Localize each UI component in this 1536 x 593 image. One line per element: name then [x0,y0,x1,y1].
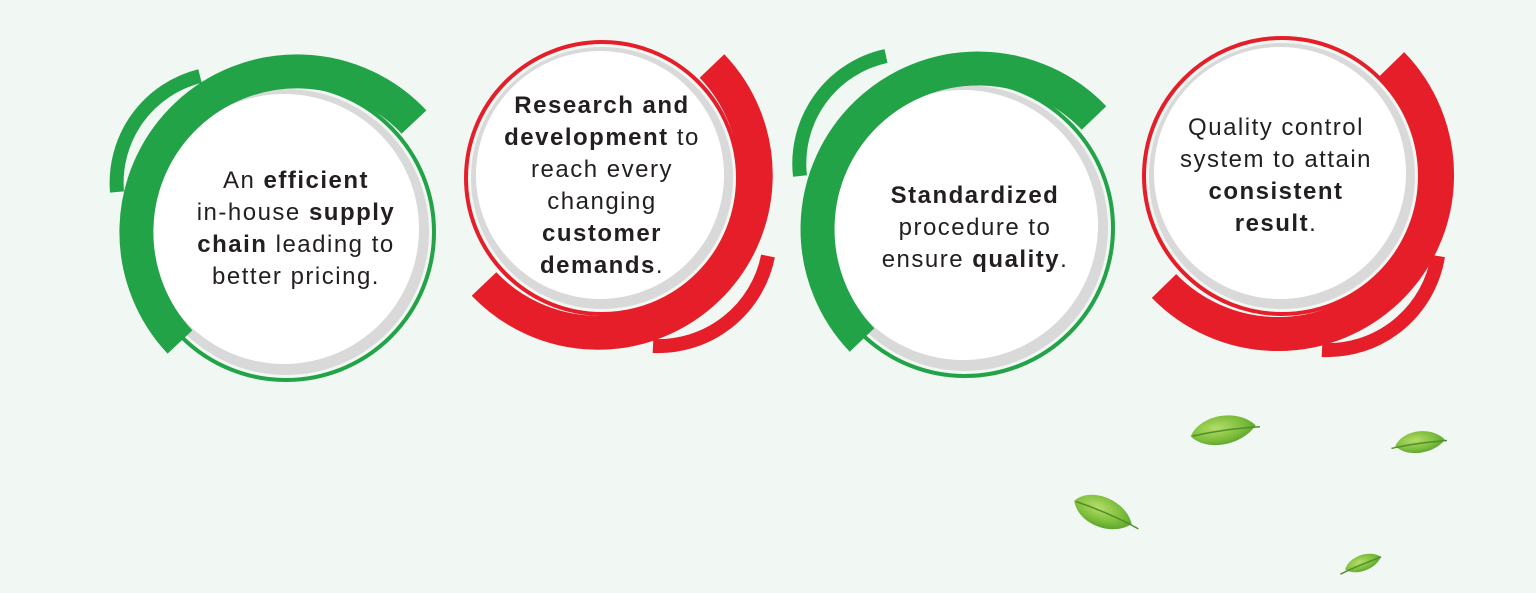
text-span: ensure [881,246,973,273]
text-span: . [1309,210,1318,237]
feature-text-4: Quality control system to attain consist… [1160,112,1392,240]
bold-text-span: chain [197,231,268,258]
leaf-icon [1190,415,1260,446]
bold-text-span: consistent [1208,178,1344,205]
bold-text-span: demands [539,252,656,279]
leaf-icon [1074,494,1139,530]
text-span: system to attain [1179,146,1373,173]
feature-text-2: Research and development to reach every … [482,90,722,282]
bold-text-span: result [1234,210,1310,237]
text-span: reach every [531,156,673,183]
text-span: to [668,124,700,151]
outer-arc-3 [792,49,888,177]
text-span: . [655,252,665,279]
text-span: better pricing. [212,263,380,290]
text-span: procedure to [898,214,1052,241]
bold-text-span: development [504,124,669,151]
text-span: leading to [267,231,395,258]
bold-text-span: quality [972,246,1061,273]
leaf-icon [1391,431,1448,454]
text-span: Quality control [1188,114,1364,141]
bold-text-span: Standardized [890,182,1060,209]
text-span: changing [547,188,657,215]
text-span: An [222,167,264,194]
text-span: . [1060,246,1069,273]
bold-text-span: customer [541,220,663,247]
bold-text-span: Research and [514,92,690,119]
leaf-icon [1340,553,1382,575]
bold-text-span: efficient [263,167,370,194]
bold-text-span: supply [308,199,396,226]
feature-text-3: Standardized procedure to ensure quality… [860,180,1090,276]
outer-arc-4 [1321,254,1445,358]
feature-text-1: An efficient in-house supply chain leadi… [180,165,412,293]
text-span: in-house [196,199,309,226]
